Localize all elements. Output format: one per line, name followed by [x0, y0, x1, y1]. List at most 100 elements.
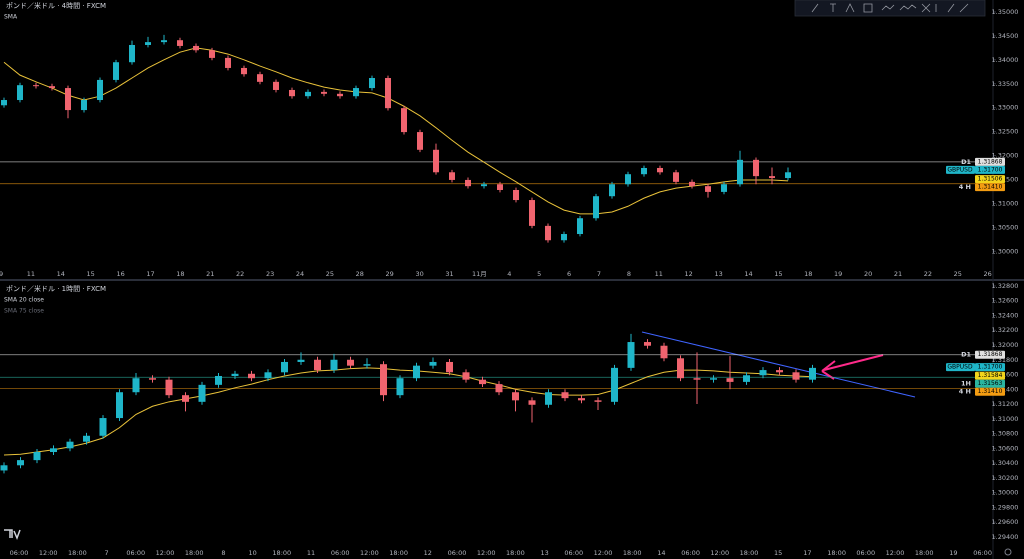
x-tick-label: 15 [774, 270, 782, 278]
x-tick-label: 18:00 [740, 549, 759, 557]
x-tick-label: 8 [627, 270, 631, 278]
timeframe-label: 1H [961, 380, 971, 388]
x-tick-label: 24 [296, 270, 304, 278]
y-tick-label: 1.32000 [992, 152, 1019, 160]
y-tick-label: 1.33500 [992, 80, 1019, 88]
candle-body [193, 45, 199, 51]
x-tick-label: 22 [924, 270, 932, 278]
x-tick-label: 12:00 [710, 549, 729, 557]
x-tick-label: 13 [540, 549, 548, 557]
candle-body [231, 373, 239, 376]
x-tick-label: 28 [356, 270, 364, 278]
x-tick-label: 06:00 [564, 549, 583, 557]
y-tick-label: 1.32500 [992, 128, 1019, 136]
x-tick-label: 12 [685, 270, 693, 278]
candle-body [561, 234, 567, 241]
timeframe-label: D1 [961, 351, 971, 359]
candle-body [33, 452, 41, 461]
candle-body [314, 359, 321, 371]
candle-body [689, 181, 695, 187]
candle-body [17, 85, 23, 101]
candle-body [132, 378, 140, 393]
candle-body [0, 465, 8, 471]
chart-panel: 1.300001.305001.310001.315001.320001.325… [0, 1, 1018, 278]
candle-body [512, 392, 519, 401]
candle-body [81, 100, 87, 111]
x-tick-label: 06:00 [856, 549, 875, 557]
candle-body [776, 370, 783, 373]
x-tick-label: 10 [248, 549, 256, 557]
candle-body [462, 372, 470, 380]
x-tick-label: 7 [105, 549, 109, 557]
x-tick-label: 7 [597, 270, 601, 278]
y-tick-label: 1.34000 [992, 56, 1019, 64]
candle-body [785, 172, 791, 179]
candle-body [209, 50, 215, 58]
x-tick-label: 06:00 [331, 549, 350, 557]
x-tick-label: 18:00 [623, 549, 642, 557]
candle-body [177, 40, 183, 46]
candle-body [149, 378, 156, 380]
y-tick-label: 1.31200 [992, 400, 1019, 408]
candle-body [401, 108, 407, 133]
x-tick-label: 25 [326, 270, 334, 278]
trend-line-annotation [641, 331, 916, 398]
candle-body [369, 78, 375, 89]
candle-body [241, 67, 247, 75]
candle-body [129, 44, 135, 63]
price-tag-box [975, 165, 1005, 174]
price-tag: GBPUSD 1.31700 [946, 165, 1005, 174]
y-tick-label: 1.29600 [992, 518, 1019, 526]
price-tag-box [975, 363, 1005, 372]
y-tick-label: 1.34500 [992, 32, 1019, 40]
x-tick-label: 18:00 [185, 549, 204, 557]
price-tag: 1.31584 [975, 371, 1005, 380]
x-tick-label: 5 [537, 270, 541, 278]
candle-body [165, 379, 173, 396]
x-tick-label: 12 [424, 549, 432, 557]
y-tick-label: 1.35000 [992, 8, 1019, 16]
candle-body [83, 435, 90, 442]
candle-body [330, 359, 338, 371]
price-tag-box [975, 350, 1005, 359]
candle-body [116, 392, 123, 419]
settings-icon[interactable] [1004, 548, 1012, 556]
candle-body [737, 159, 743, 185]
candle-body [721, 184, 727, 192]
x-tick-label: 30 [415, 270, 423, 278]
x-tick-label: 18:00 [915, 549, 934, 557]
x-tick-label: 18:00 [272, 549, 291, 557]
price-tag: 1.31868 D1 [961, 350, 1005, 359]
y-tick-label: 1.30400 [992, 459, 1019, 467]
x-tick-label: 18:00 [506, 549, 525, 557]
candle-body [99, 418, 107, 436]
price-tag-box [975, 387, 1005, 396]
y-tick-label: 1.30000 [992, 247, 1019, 255]
x-tick-label: 17 [146, 270, 154, 278]
indicator-line [3, 47, 789, 215]
candle-body [673, 172, 679, 182]
candle-body [593, 196, 599, 219]
candle-body [578, 398, 585, 401]
y-tick-label: 1.30000 [992, 489, 1019, 497]
x-tick-label: 22 [236, 270, 244, 278]
toolbar-icons[interactable] [811, 3, 969, 13]
drawing-toolbar[interactable] [794, 0, 986, 17]
y-tick-label: 1.30800 [992, 430, 1019, 438]
x-tick-label: 06:00 [448, 549, 467, 557]
candle-body [705, 186, 711, 192]
price-tag-symbol-box [946, 165, 975, 174]
candle-body [264, 372, 272, 379]
x-tick-label: 14 [744, 270, 752, 278]
y-tick-label: 1.32800 [992, 282, 1019, 290]
candle-body [625, 174, 631, 185]
chart-panel: 1.29400 1.29600 1.29800 1.30000 1.30200 1.304… [0, 282, 1018, 557]
x-tick-label: 12:00 [886, 549, 905, 557]
price-tag: GBPUSD 1.31700 [946, 363, 1005, 372]
candle-body [529, 200, 535, 226]
candle-body [225, 57, 231, 68]
y-tick-label: 1.31000 [992, 199, 1019, 207]
candle-body [528, 400, 536, 405]
candle-body [113, 62, 119, 80]
